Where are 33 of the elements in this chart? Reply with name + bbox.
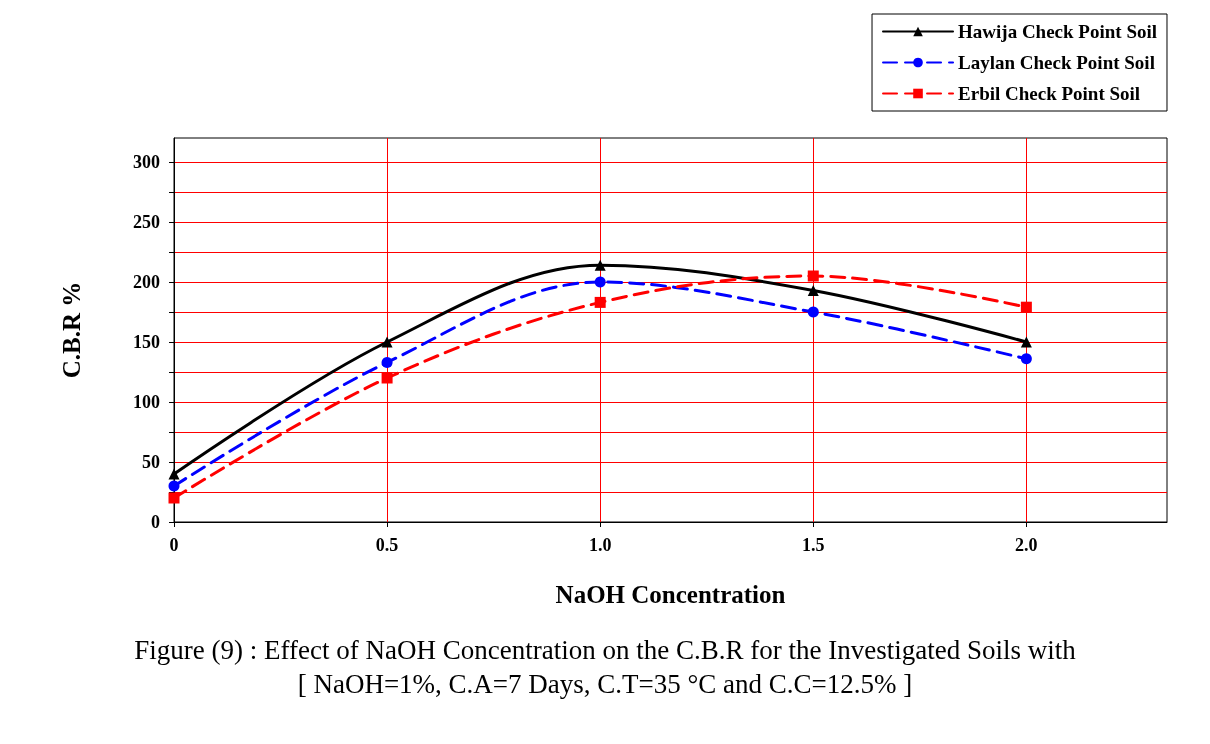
x-tick-label: 0 bbox=[169, 535, 179, 555]
y-tick-label: 250 bbox=[133, 212, 160, 232]
point bbox=[381, 336, 393, 348]
y-tick-label: 0 bbox=[151, 512, 160, 532]
y-tick-label: 200 bbox=[133, 272, 160, 292]
y-tick-label: 50 bbox=[142, 452, 160, 472]
x-tick-label: 1.5 bbox=[802, 535, 825, 555]
point bbox=[594, 276, 606, 288]
point bbox=[807, 270, 819, 282]
y-tick-label: 300 bbox=[133, 152, 160, 172]
point bbox=[1020, 336, 1032, 348]
point bbox=[1020, 301, 1032, 313]
text: Figure (9) : Effect of NaOH Concentration on the C.B.R for the Investigated Soils with [ NaOH=1%, C.A=7 Days, C.T=35 °C and C.C=12.5% ] bbox=[134, 635, 1077, 699]
x-tick-label: 0.5 bbox=[375, 535, 399, 555]
legend-label: Erbil Check Point Soil bbox=[958, 83, 1141, 104]
point bbox=[381, 356, 393, 368]
point bbox=[168, 468, 180, 480]
x-tick-label: 1.0 bbox=[588, 535, 612, 555]
point bbox=[594, 296, 606, 308]
point bbox=[381, 372, 393, 384]
point bbox=[168, 480, 180, 492]
point bbox=[168, 492, 180, 504]
y-tick-label: 100 bbox=[133, 392, 160, 412]
x-tick-label: 2.0 bbox=[1015, 535, 1038, 555]
y-tick-label: 150 bbox=[133, 332, 160, 352]
x-axis-title: NaOH Concentration bbox=[555, 581, 786, 608]
y-axis-title: C.B.R % bbox=[58, 281, 85, 379]
point bbox=[594, 259, 606, 271]
point bbox=[807, 284, 819, 296]
legend-label: Hawija Check Point Soil bbox=[958, 21, 1157, 42]
point bbox=[807, 306, 819, 318]
point bbox=[1020, 353, 1032, 365]
legend-label: Laylan Check Point Soil bbox=[958, 52, 1155, 73]
